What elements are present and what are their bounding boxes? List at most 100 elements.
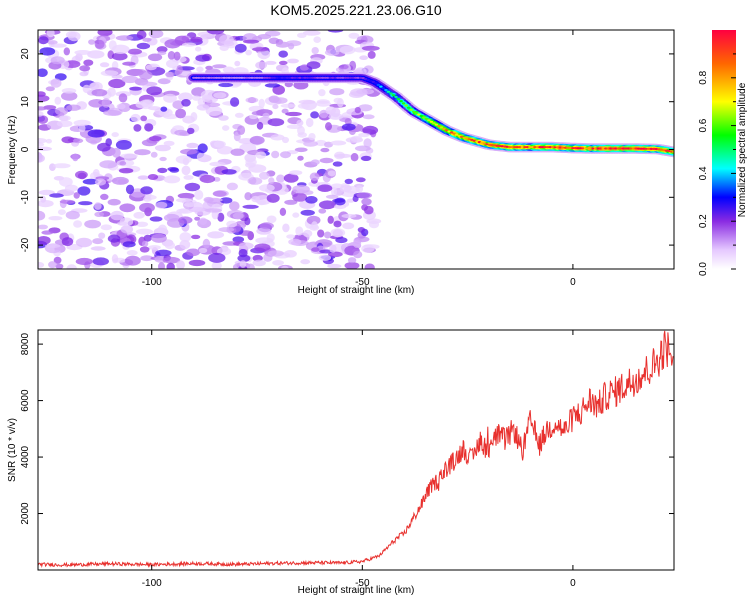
noise-blob: [266, 215, 277, 224]
noise-blob: [140, 255, 154, 262]
ridge-mark: [310, 76, 315, 79]
noise-blob: [111, 176, 129, 185]
noise-blob: [361, 198, 372, 206]
noise-blob: [140, 81, 158, 87]
noise-blob: [38, 68, 48, 77]
noise-blob: [348, 32, 360, 39]
noise-blob: [148, 245, 161, 250]
chart-title: KOM5.2025.221.23.06.G10: [270, 2, 441, 18]
noise-blob: [352, 239, 362, 249]
ridge-mark: [381, 87, 386, 90]
x-tick-label: -100: [142, 277, 162, 288]
noise-blob: [270, 134, 285, 141]
noise-blob: [354, 106, 361, 114]
noise-blob: [205, 106, 223, 116]
noise-blob: [177, 216, 193, 224]
noise-blob: [199, 217, 208, 225]
noise-blob: [41, 230, 54, 235]
noise-blob: [58, 115, 71, 121]
noise-blob: [165, 71, 175, 78]
noise-blob: [318, 89, 326, 97]
noise-blob: [163, 113, 179, 120]
noise-blob: [186, 248, 201, 257]
ridge-mark: [202, 76, 206, 79]
y-tick-label: -20: [20, 237, 31, 252]
noise-blob: [364, 263, 375, 269]
ridge-mark: [652, 147, 656, 150]
ridge-mark: [588, 147, 593, 150]
noise-blob: [92, 257, 110, 266]
noise-blob: [356, 88, 374, 95]
noise-blob: [361, 204, 368, 211]
noise-blob: [273, 97, 288, 104]
noise-blob: [197, 143, 208, 154]
noise-blob: [318, 208, 327, 214]
noise-blob: [182, 42, 196, 47]
noise-blob: [305, 117, 314, 128]
ridge-mark: [631, 147, 636, 150]
noise-blob: [221, 169, 237, 175]
noise-blob: [292, 184, 310, 194]
ridge-mark: [424, 117, 428, 120]
noise-blob: [94, 211, 105, 217]
noise-blob: [255, 61, 267, 69]
noise-blob: [99, 160, 118, 169]
noise-blob: [280, 151, 291, 159]
ridge-mark: [558, 146, 562, 149]
snr-x-axis: -100 -50 0: [142, 330, 576, 589]
ridge-mark: [434, 123, 439, 126]
noise-blob: [87, 50, 105, 59]
noise-blob: [119, 203, 136, 213]
noise-blob: [94, 178, 107, 186]
ridge-mark: [399, 100, 403, 103]
noise-blob: [264, 60, 277, 65]
noise-blob: [295, 226, 304, 236]
ridge-mark: [209, 76, 214, 79]
noise-blob: [50, 78, 62, 88]
noise-blob: [356, 192, 373, 199]
noise-blob: [38, 152, 43, 162]
noise-blob: [139, 246, 150, 253]
noise-blob: [207, 30, 225, 35]
noise-blob: [297, 132, 308, 138]
noise-blob: [286, 124, 303, 129]
noise-blob: [355, 177, 366, 183]
noise-blob: [327, 263, 342, 269]
noise-blob: [272, 260, 284, 266]
noise-blob: [142, 37, 152, 42]
ridge-mark: [455, 133, 459, 136]
noise-blob: [266, 193, 280, 203]
noise-blob: [118, 93, 128, 103]
spectrogram-marks: [38, 30, 674, 269]
noise-blob: [361, 45, 380, 51]
noise-blob: [318, 200, 336, 210]
noise-blob: [310, 111, 319, 119]
noise-blob: [358, 132, 370, 138]
ridge-mark: [525, 146, 530, 149]
noise-blob: [237, 254, 251, 262]
snr-x-label: Height of straight line (km): [298, 585, 415, 596]
snr-y-axis: 2000 4000 6000 8000: [20, 333, 674, 525]
noise-blob: [59, 199, 76, 204]
noise-blob: [358, 104, 373, 112]
noise-blob: [111, 254, 119, 264]
noise-blob: [148, 53, 163, 62]
noise-blob: [38, 138, 47, 144]
ridge-mark: [331, 76, 335, 79]
noise-blob: [267, 250, 284, 257]
noise-blob: [74, 50, 92, 55]
noise-blob: [181, 165, 191, 176]
noise-blob: [116, 103, 126, 110]
ridge-mark: [199, 76, 204, 79]
noise-blob: [282, 136, 289, 144]
ridge-mark: [619, 147, 623, 150]
ridge-mark: [581, 147, 585, 150]
colorbar-label: Normalized spectral amplitude: [737, 82, 748, 217]
ridge-mark: [422, 116, 426, 119]
noise-blob: [281, 265, 289, 269]
ridge-mark: [358, 76, 363, 79]
noise-blob: [145, 64, 157, 71]
ridge-mark: [300, 76, 305, 79]
ridge-mark: [353, 76, 358, 79]
ridge-mark: [573, 147, 578, 150]
